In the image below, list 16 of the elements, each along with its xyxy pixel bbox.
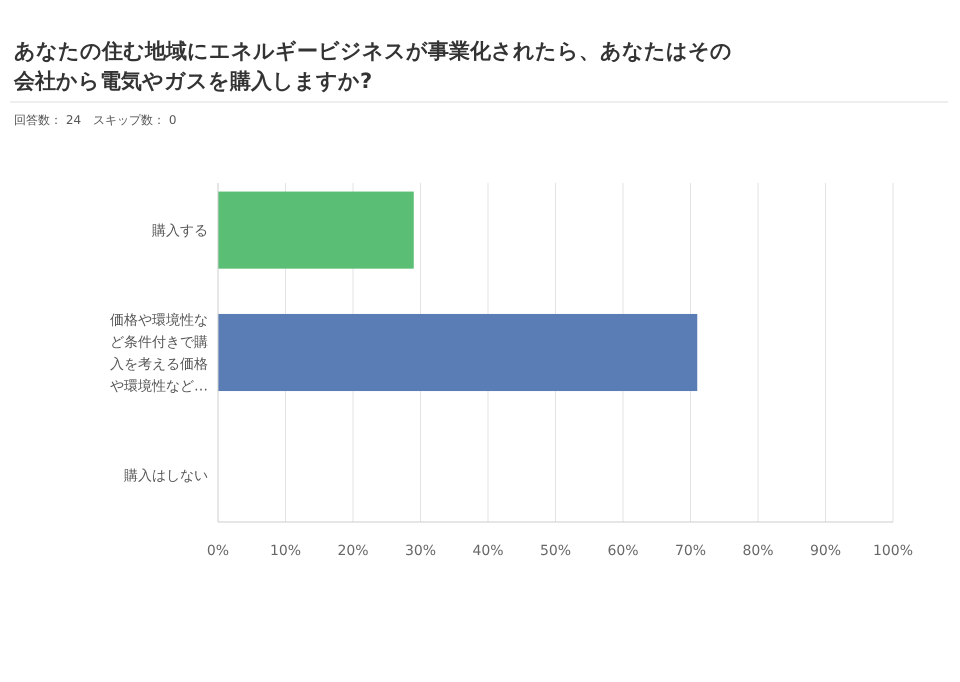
x-tick-label: 30% bbox=[404, 543, 436, 559]
x-tick-label: 100% bbox=[872, 543, 914, 559]
x-tick-label: 80% bbox=[742, 543, 774, 559]
y-tick-label: 購入する bbox=[152, 223, 208, 240]
x-tick-label: 0% bbox=[206, 543, 230, 559]
y-tick-label: 購入はしない bbox=[124, 468, 208, 484]
chart-title: あなたの住む地域にエネルギービジネスが事業化されたら、あなたはその会社から電気やガスを購入しますか? bbox=[13, 39, 732, 93]
x-tick-label: 90% bbox=[810, 543, 842, 559]
x-tick-label: 10% bbox=[270, 543, 302, 559]
x-tick-label: 70% bbox=[674, 543, 706, 559]
x-tick-label: 40% bbox=[472, 543, 504, 559]
text: 回答数： 24 スキップ数： 0 bbox=[14, 113, 177, 127]
x-tick-label: 20% bbox=[337, 543, 369, 559]
x-tick-label: 50% bbox=[540, 543, 572, 559]
y-tick-label: 価格や環境性など条件付きで購入を考える価格や環境性など… bbox=[110, 312, 208, 394]
x-tick-label: 60% bbox=[607, 543, 639, 559]
